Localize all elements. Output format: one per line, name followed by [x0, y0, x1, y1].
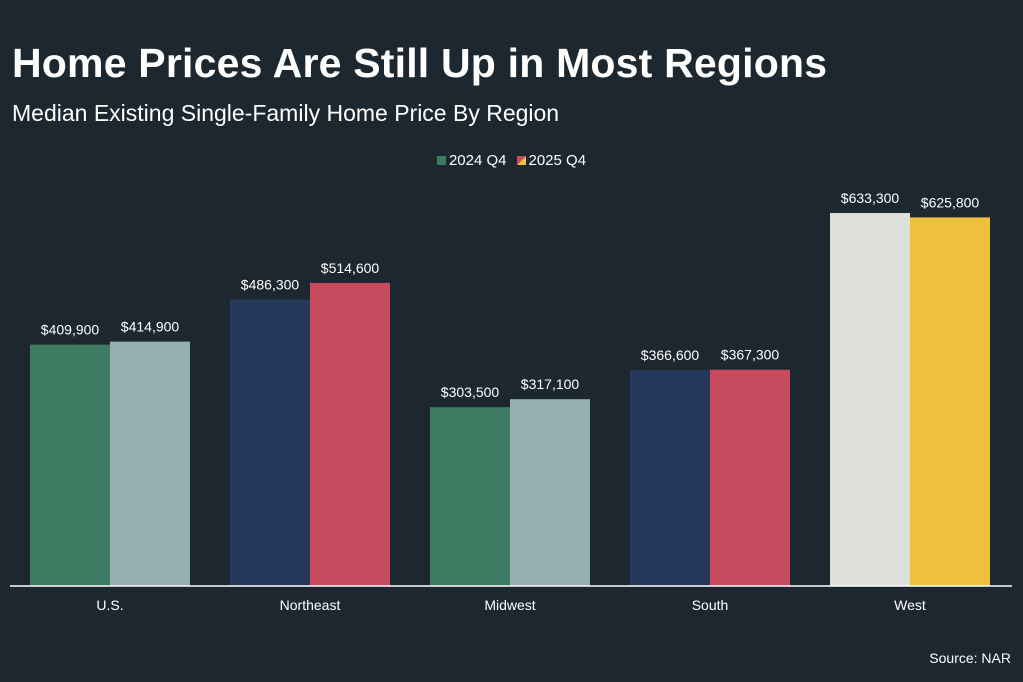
bar-us-2025-q4	[110, 341, 190, 586]
page-subtitle: Median Existing Single-Family Home Price…	[12, 100, 560, 126]
data-label-midwest-2025-q4: $317,100	[521, 376, 580, 392]
bar-west-2024-q4	[830, 213, 910, 586]
data-label-northeast-2025-q4: $514,600	[321, 260, 380, 276]
bar-south-2025-q4	[710, 369, 790, 586]
bar-west-2025-q4	[910, 217, 990, 586]
data-label-us-2025-q4: $414,900	[121, 319, 180, 335]
legend-item-2024: 2024 Q4	[436, 152, 507, 169]
x-tick-label-us: U.S.	[96, 597, 123, 613]
data-label-south-2025-q4: $367,300	[721, 347, 780, 363]
bar-us-2024-q4	[30, 344, 110, 586]
bar-midwest-2025-q4	[510, 399, 590, 586]
legend-label-2024: 2024 Q4	[448, 152, 507, 169]
legend-swatch-2025	[516, 156, 526, 165]
data-label-south-2024-q4: $366,600	[641, 347, 700, 363]
bar-midwest-2024-q4	[430, 407, 510, 586]
legend-swatch-2024	[436, 156, 446, 165]
x-tick-label-west: West	[894, 597, 926, 613]
data-label-northeast-2024-q4: $486,300	[241, 277, 300, 293]
data-label-west-2024-q4: $633,300	[841, 190, 900, 206]
x-tick-label-midwest: Midwest	[484, 597, 535, 613]
bar-south-2024-q4	[630, 370, 710, 586]
x-tick-label-south: South	[692, 597, 729, 613]
bar-northeast-2025-q4	[310, 282, 390, 586]
data-label-west-2025-q4: $625,800	[921, 194, 980, 210]
bar-northeast-2024-q4	[230, 299, 310, 586]
legend-item-2025: 2025 Q4	[516, 152, 587, 169]
page-title: Home Prices Are Still Up in Most Regions	[12, 40, 828, 86]
legend-label-2025: 2025 Q4	[528, 152, 587, 169]
legend: 2024 Q4 2025 Q4	[0, 152, 1023, 169]
data-label-midwest-2024-q4: $303,500	[441, 384, 500, 400]
source-note: Source: NAR	[929, 650, 1011, 666]
data-label-us-2024-q4: $409,900	[41, 322, 100, 338]
x-tick-label-northeast: Northeast	[280, 597, 341, 613]
